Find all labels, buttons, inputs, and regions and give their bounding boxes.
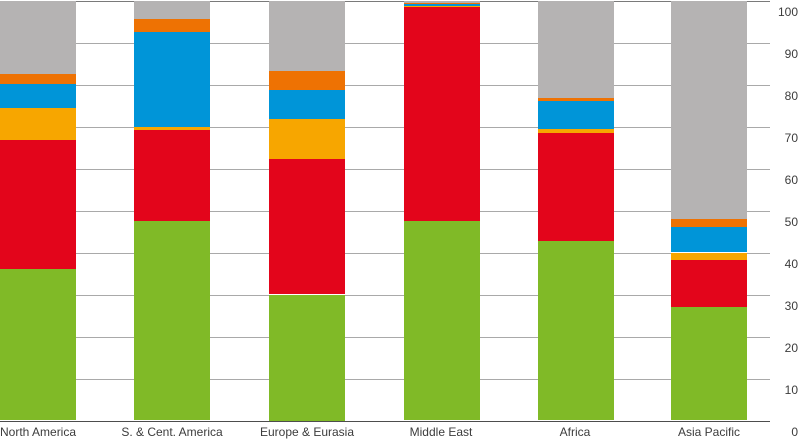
y-tick-label: 10 (784, 383, 798, 397)
segment-orange (269, 71, 345, 90)
gridline-80 (0, 85, 770, 86)
segment-blue (538, 101, 614, 129)
segment-green (671, 307, 747, 421)
x-axis-baseline (0, 421, 770, 422)
x-category-label: Europe & Eurasia (259, 425, 355, 439)
x-category-label: S. & Cent. America (121, 425, 223, 439)
y-tick-label: 60 (784, 173, 798, 187)
x-category-label: North America (0, 425, 77, 439)
gridline-70 (0, 127, 770, 128)
bar-europe-eurasia (269, 0, 345, 421)
gridline-30 (0, 295, 770, 296)
y-tick-label: 70 (784, 131, 798, 145)
bar-middle-east (404, 0, 480, 421)
segment-gray (134, 0, 210, 20)
y-tick-label: 0 (791, 425, 798, 439)
segment-red (134, 129, 210, 221)
y-tick-label: 80 (784, 89, 798, 103)
segment-orange (538, 98, 614, 102)
segment-yellow (0, 108, 76, 140)
gridline-100 (0, 1, 770, 2)
bar-s-cent-america (134, 0, 210, 421)
segment-green (134, 220, 210, 421)
y-tick-label: 40 (784, 257, 798, 271)
segment-gray (538, 0, 614, 99)
y-tick-label: 30 (784, 299, 798, 313)
segment-yellow (134, 126, 210, 130)
segment-orange (134, 19, 210, 33)
x-category-label: Asia Pacific (677, 425, 741, 439)
segment-blue (0, 83, 76, 109)
segment-green (538, 241, 614, 421)
segment-orange (0, 74, 76, 84)
segment-yellow (269, 118, 345, 159)
segment-gray (404, 0, 480, 4)
x-category-label: Africa (559, 425, 591, 439)
segment-red (538, 132, 614, 242)
y-tick-label: 90 (784, 47, 798, 61)
segment-green (404, 220, 480, 421)
gridline-60 (0, 169, 770, 170)
segment-red (269, 158, 345, 295)
segment-red (404, 6, 480, 221)
gridline-40 (0, 253, 770, 254)
gridline-50 (0, 211, 770, 212)
x-category-label: Middle East (409, 425, 473, 439)
bar-asia-pacific (671, 0, 747, 421)
segment-orange (404, 3, 480, 4)
segment-blue (134, 32, 210, 127)
segment-blue (269, 89, 345, 119)
bar-north-america (0, 0, 76, 421)
y-tick-label: 100 (777, 5, 798, 19)
gridline-10 (0, 379, 770, 380)
segment-yellow (538, 128, 614, 133)
bar-africa (538, 0, 614, 421)
y-tick-label: 20 (784, 341, 798, 355)
segment-green (269, 294, 345, 421)
gridline-20 (0, 337, 770, 338)
gridline-90 (0, 43, 770, 44)
segment-red (0, 139, 76, 269)
segment-gray (0, 0, 76, 75)
segment-yellow (404, 5, 480, 7)
segment-yellow (671, 252, 747, 261)
segment-orange (671, 218, 747, 227)
segment-gray (269, 0, 345, 72)
segment-blue (671, 226, 747, 253)
segment-red (671, 260, 747, 308)
segment-blue (404, 3, 480, 6)
segment-gray (671, 0, 747, 219)
y-tick-label: 50 (784, 215, 798, 229)
segment-green (0, 268, 76, 421)
